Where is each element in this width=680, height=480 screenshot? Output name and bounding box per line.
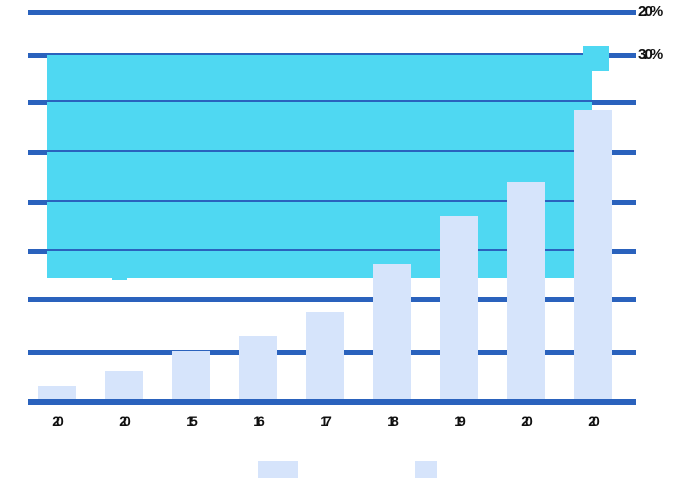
band-overlay-step-mid (112, 270, 127, 280)
gridline-0 (28, 10, 636, 15)
gridline-overlay-1 (47, 100, 592, 102)
bar-2022[interactable] (574, 110, 612, 400)
bar-2014[interactable] (38, 386, 76, 400)
bar-2019[interactable] (373, 264, 411, 400)
x-axis-line (28, 399, 636, 405)
x-tick-label-3: 16 (253, 413, 265, 429)
x-tick-label-0: 20 (52, 413, 64, 429)
legend-swatch-1[interactable] (415, 461, 437, 478)
x-tick-label-1: 20 (119, 413, 131, 429)
bar-2015[interactable] (105, 371, 143, 400)
bar-2017[interactable] (239, 336, 277, 400)
gridline-6 (28, 297, 636, 302)
x-tick-label-6: 19 (454, 413, 466, 429)
band-overlay-step-right (127, 270, 592, 278)
y-tick-label-1: 3.0% (638, 46, 663, 63)
plot-area (28, 10, 636, 405)
bar-2018[interactable] (306, 312, 344, 400)
gridline-overlay-4 (47, 249, 592, 251)
bar-2020[interactable] (440, 216, 478, 400)
x-tick-label-2: 15 (186, 413, 198, 429)
bar-2021[interactable] (507, 182, 545, 400)
x-tick-label-7: 20 (521, 413, 533, 429)
x-tick-label-8: 20 (588, 413, 600, 429)
gridline-overlay-3 (47, 200, 592, 202)
band-overlay-notch (583, 46, 609, 71)
x-tick-label-4: 17 (320, 413, 332, 429)
band-overlay-step-left (47, 270, 112, 278)
bar-2016[interactable] (172, 351, 210, 400)
gridline-overlay-2 (47, 150, 592, 152)
legend-swatch-0[interactable] (258, 461, 298, 478)
band-overlay-main (47, 55, 592, 270)
y-tick-label-0: 2.0% (638, 3, 663, 20)
x-tick-label-5: 18 (387, 413, 399, 429)
